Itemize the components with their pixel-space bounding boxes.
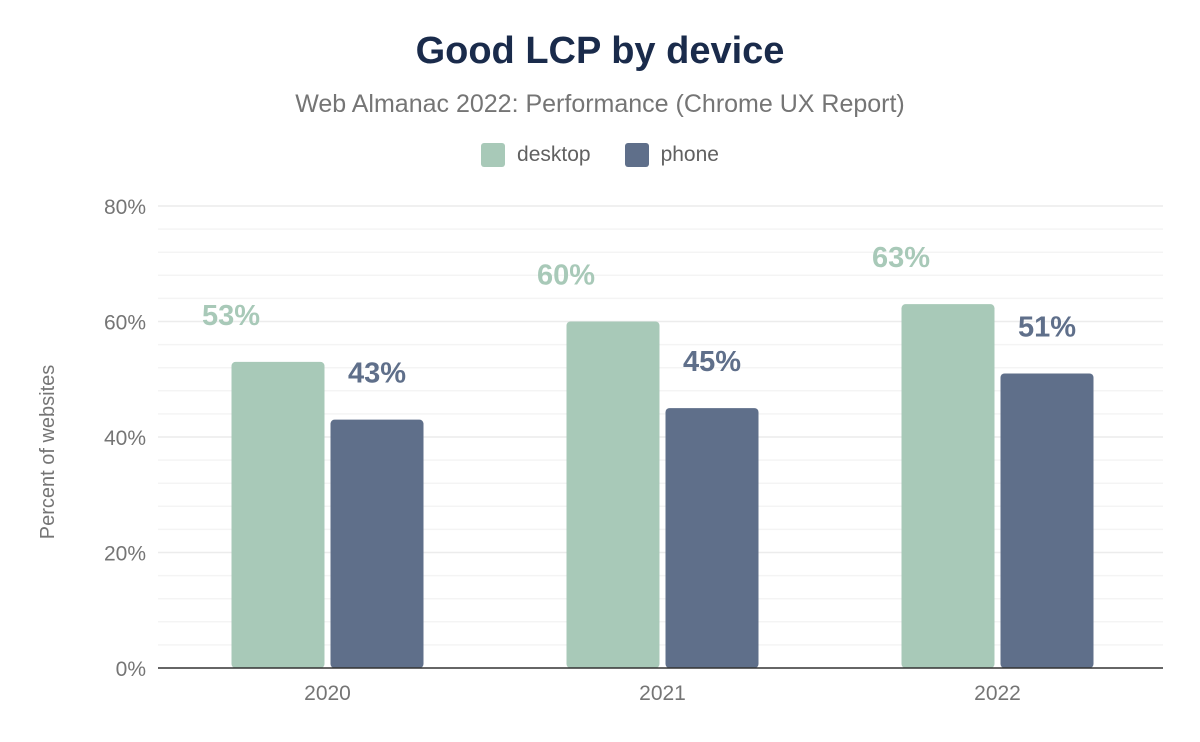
data-label-phone-2020: 43% — [348, 358, 406, 390]
data-label-desktop-2021: 60% — [537, 260, 595, 292]
bar-phone-2020 — [330, 419, 424, 668]
bar-desktop-2021 — [566, 321, 660, 668]
y-axis-label: Percent of websites — [37, 365, 59, 540]
legend: desktop phone — [0, 143, 1200, 167]
y-tick-label: 60% — [104, 312, 146, 335]
y-tick-label: 40% — [104, 427, 146, 450]
bar-desktop-2020 — [231, 361, 325, 668]
x-tick-label: 2022 — [974, 682, 1021, 705]
data-label-desktop-2020: 53% — [202, 300, 260, 332]
legend-swatch-phone — [624, 143, 649, 167]
y-tick-label: 0% — [116, 658, 146, 681]
x-tick-label: 2021 — [639, 682, 686, 705]
data-label-desktop-2022: 63% — [872, 242, 930, 274]
bar-desktop-2022 — [901, 304, 995, 668]
data-label-phone-2022: 51% — [1018, 311, 1076, 343]
y-tick-label: 20% — [104, 543, 146, 566]
bar-phone-2021 — [665, 408, 759, 668]
legend-label-phone: phone — [660, 143, 719, 166]
x-tick-label: 2020 — [304, 682, 351, 705]
chart-title: Good LCP by device — [415, 30, 785, 72]
legend-swatch-desktop — [481, 143, 506, 167]
bar-phone-2022 — [1000, 373, 1094, 668]
chart-subtitle: Web Almanac 2022: Performance (Chrome UX… — [295, 90, 905, 118]
legend-item-phone[interactable]: phone — [624, 143, 719, 167]
legend-item-desktop[interactable]: desktop — [481, 143, 591, 167]
legend-label-desktop: desktop — [517, 143, 591, 166]
y-tick-label: 80% — [104, 196, 146, 219]
data-label-phone-2021: 45% — [683, 346, 741, 378]
